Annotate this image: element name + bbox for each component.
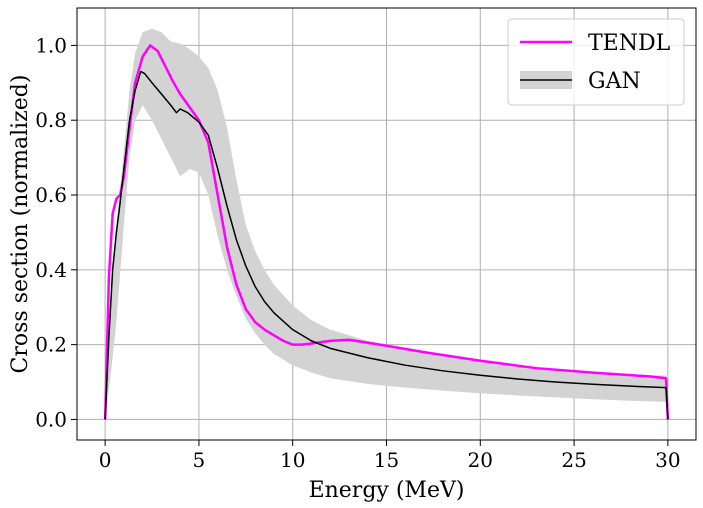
ticks: 0 5 10 15 20 25 30 0.0 0.2 0.4 0.6 0.8 1.0 bbox=[35, 33, 680, 472]
y-tick-label: 0.8 bbox=[35, 108, 67, 132]
y-axis-title: Cross section (normalized) bbox=[8, 75, 33, 374]
plot-area bbox=[103, 28, 670, 420]
y-tick-label: 0.4 bbox=[35, 258, 67, 282]
gan-uncertainty-band bbox=[105, 28, 668, 420]
y-tick-label: 0.2 bbox=[35, 333, 67, 357]
legend: TENDL GAN bbox=[507, 18, 685, 106]
x-tick-label: 30 bbox=[655, 448, 680, 472]
x-tick-label: 15 bbox=[374, 448, 399, 472]
x-tick-label: 10 bbox=[280, 448, 305, 472]
y-tick-label: 1.0 bbox=[35, 33, 67, 57]
legend-gan-label: GAN bbox=[588, 69, 641, 94]
x-axis-title: Energy (MeV) bbox=[309, 478, 465, 503]
y-tick-label: 0.6 bbox=[35, 183, 67, 207]
y-tick-label: 0.0 bbox=[35, 407, 67, 431]
grid bbox=[77, 8, 696, 440]
x-tick-label: 0 bbox=[99, 448, 112, 472]
gan-line bbox=[104, 70, 669, 420]
x-tick-label: 25 bbox=[561, 448, 586, 472]
x-tick-label: 20 bbox=[468, 448, 493, 472]
legend-tendl-label: TENDL bbox=[588, 31, 671, 56]
x-tick-label: 5 bbox=[193, 448, 206, 472]
